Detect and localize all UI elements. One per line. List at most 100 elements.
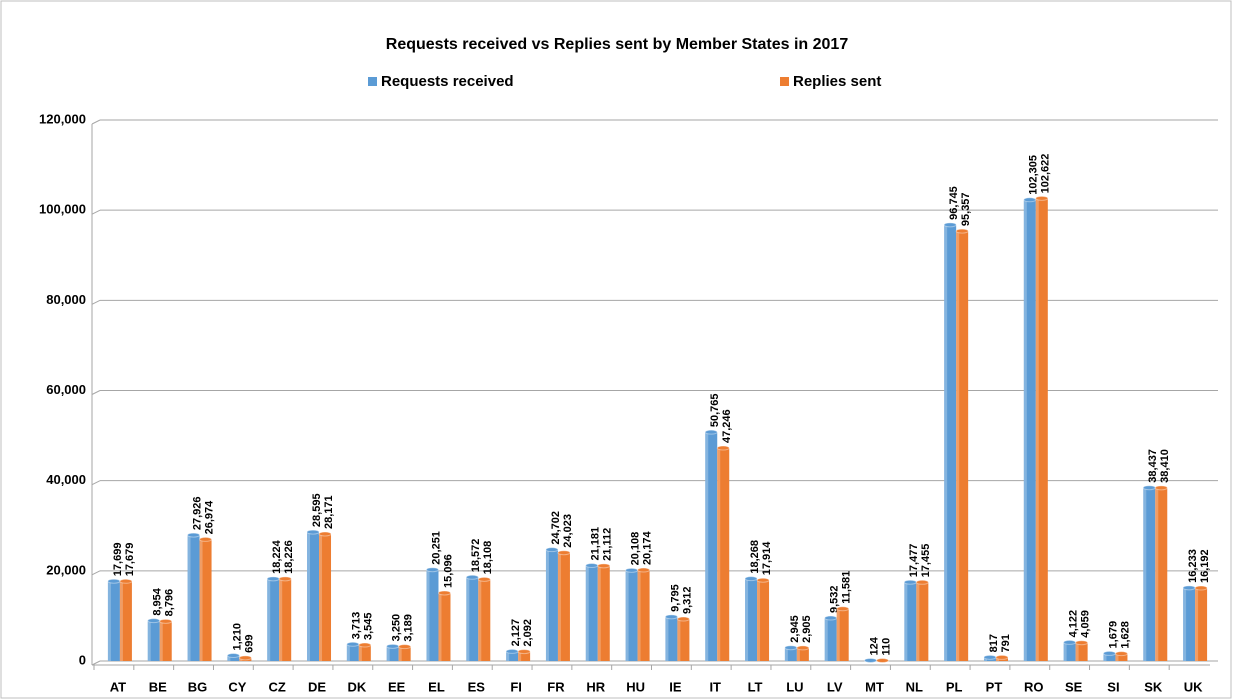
bar-top [119,578,133,584]
bar [1103,653,1116,661]
bar-highlight [1195,588,1199,661]
bar [1155,487,1168,661]
bar-top [955,228,969,234]
x-tick-label: RO [1024,679,1044,694]
bar-top [187,532,201,538]
bar-highlight [545,549,549,661]
value-label: 38,410 [1159,449,1171,483]
value-label: 17,455 [920,544,932,578]
value-label: 1,679 [1107,621,1119,649]
value-label: 18,108 [482,541,494,575]
bar-top [545,547,559,553]
bar-top [915,579,929,585]
bar [757,580,770,661]
bar [597,565,610,661]
value-label: 2,905 [801,615,813,643]
bar [358,645,371,661]
x-tick-label: SI [1107,679,1119,694]
value-label: 11,581 [841,571,853,604]
bar-highlight [836,608,840,661]
bar-top [1075,640,1089,646]
bar [784,647,797,661]
bar-highlight [1075,642,1079,661]
bar-top [477,576,491,582]
bar-top [716,445,730,451]
bar-highlight [346,644,350,661]
value-label: 20,108 [629,532,641,566]
value-label: 27,926 [191,496,203,530]
bar [557,552,570,661]
grid-line [91,570,101,576]
bar-top [437,590,451,596]
value-label: 791 [1000,634,1012,652]
value-label: 16,192 [1199,549,1211,583]
bar-highlight [438,592,442,661]
x-tick-label: BE [149,679,167,694]
y-tick-label: 60,000 [46,382,86,397]
bar [745,578,758,661]
x-tick-label: CZ [269,679,286,694]
grid-line [91,660,101,666]
x-tick-label: IT [709,679,721,694]
x-tick-label: CY [228,679,246,694]
bar-highlight [159,621,163,661]
bar [956,231,969,661]
x-tick-label: UK [1184,679,1203,694]
bar-top [1154,485,1168,491]
bar-top [1182,585,1196,591]
bar [386,646,399,661]
bar-top [425,567,439,573]
value-label: 2,092 [522,619,534,647]
x-tick-label: LU [786,679,803,694]
bar-highlight [637,570,641,661]
bar-top [318,531,332,537]
bar-highlight [784,647,788,661]
value-label: 1,210 [231,623,243,651]
value-label: 20,251 [430,531,442,565]
bar-highlight [1035,198,1039,661]
bar-top [159,618,173,624]
bar-highlight [944,224,948,661]
bar-highlight [426,569,430,661]
bar-highlight [386,646,390,661]
value-label: 38,437 [1147,449,1159,483]
value-label: 4,122 [1068,610,1080,638]
x-tick-label: LV [827,679,843,694]
bar [585,565,598,661]
bar-top [876,658,890,664]
value-label: 17,699 [112,543,124,577]
grid-line [91,119,101,125]
bar-highlight [1183,587,1187,661]
x-tick-label: MT [865,679,884,694]
x-tick-label: HU [626,679,645,694]
bar-top [1023,197,1037,203]
bar [717,447,730,661]
bar-highlight [956,231,960,661]
bar-top [1035,195,1049,201]
value-label: 9,532 [829,585,841,613]
x-tick-label: NL [906,679,923,694]
bar [307,532,320,661]
x-tick-label: DE [308,679,326,694]
bar-top [1102,650,1116,656]
value-label: 1,628 [1119,621,1131,649]
x-tick-label: PL [946,679,963,694]
x-tick-label: PT [986,679,1003,694]
bar-highlight [916,582,920,661]
bar [478,579,491,661]
bar [625,570,638,661]
bar-top [557,550,571,556]
value-label: 8,796 [164,589,176,617]
value-label: 17,477 [908,544,920,578]
bar-top [756,577,770,583]
bar-highlight [904,582,908,661]
x-tick-label: SE [1065,679,1083,694]
bar-highlight [279,578,283,661]
bar-highlight [199,539,203,661]
value-label: 2,127 [510,619,522,647]
value-label: 18,226 [283,540,295,574]
bar-highlight [267,578,271,661]
bar [1023,199,1036,661]
bar [836,608,849,661]
